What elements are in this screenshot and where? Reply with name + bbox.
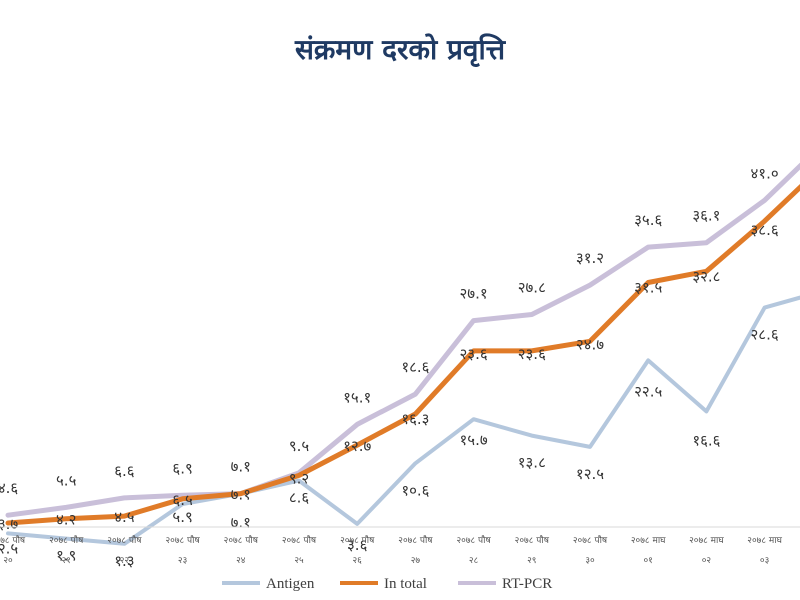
data-label: १.९ — [56, 547, 76, 565]
data-label: ४.२ — [56, 511, 76, 529]
x-tick-label-day: २० — [3, 556, 13, 566]
series-line-in-total — [5, 184, 800, 526]
data-label: ४१.० — [751, 164, 779, 182]
x-tick-label: २०७८ पौष — [398, 534, 433, 546]
x-tick-label: २०७८ पौष — [573, 534, 608, 546]
data-label: ३.७ — [0, 515, 18, 533]
x-tick-label: २०७८ पौष — [107, 534, 142, 546]
x-tick-label-day: ०३ — [760, 556, 769, 566]
data-label: ७.१ — [231, 486, 251, 504]
data-label: १२.७ — [343, 437, 371, 455]
data-label: २३.६ — [460, 345, 488, 363]
data-label: ७.१ — [231, 514, 251, 532]
data-label: ३२.८ — [692, 267, 720, 285]
x-tick-label: २०७८ पौष — [49, 534, 84, 546]
data-label: ५.९ — [172, 508, 192, 526]
x-tick-label: २०७८ माघ — [689, 536, 724, 546]
data-label: २७.१ — [460, 285, 488, 303]
data-label: १२.५ — [576, 465, 604, 483]
data-label: ३१.५ — [634, 279, 662, 297]
x-tick-label-day: २४ — [236, 556, 246, 566]
chart-title: संक्रमण दरको प्रवृत्ति — [294, 33, 506, 66]
x-tick-label-day: २५ — [294, 556, 304, 566]
data-label: ४.६ — [0, 479, 18, 497]
data-label: ३१.२ — [576, 249, 604, 267]
data-label: ७.१ — [231, 458, 251, 476]
data-label: ३५.६ — [634, 211, 662, 229]
data-label: १८.६ — [401, 358, 429, 376]
x-tick-label-day: २९ — [527, 556, 536, 566]
data-label: ९.२ — [289, 469, 309, 487]
data-label: ४.५ — [114, 508, 135, 526]
data-label: २८.६ — [751, 326, 779, 344]
data-label: २.५ — [0, 539, 18, 557]
data-label: १५.१ — [343, 388, 371, 406]
data-label: ५.५ — [56, 471, 77, 489]
data-label: १३.८ — [518, 454, 546, 472]
x-tick-label-day: २७ — [411, 556, 421, 566]
legend-label: In total — [384, 576, 427, 592]
data-label: ३.६ — [347, 536, 368, 554]
x-tick-label-day: २१ — [62, 556, 71, 566]
data-label: ९.५ — [289, 437, 310, 455]
data-label: १५.७ — [460, 431, 488, 449]
legend-label: Antigen — [266, 576, 315, 592]
x-tick-label-day: ०१ — [644, 556, 653, 566]
data-label: १६.३ — [401, 410, 429, 428]
data-label: २३.६ — [518, 345, 546, 363]
data-label: ६.९ — [172, 459, 192, 477]
series-line-antigen — [6, 295, 800, 546]
x-tick-label: २०७८ माघ — [747, 536, 782, 546]
data-label: १.३ — [114, 552, 134, 570]
x-tick-label: २०७८ माघ — [631, 536, 666, 546]
data-label: ६.५ — [172, 491, 193, 509]
x-tick-label-day: ०२ — [702, 556, 712, 566]
data-label: २४.७ — [576, 335, 604, 353]
data-label: ८.६ — [289, 489, 310, 507]
x-tick-label: २०७८ पौष — [456, 534, 491, 546]
data-label: ३६.१ — [692, 207, 720, 225]
x-axis: २०७८ पौष २० २०७८ पौष २१ २०७८ पौष २२ २०७८ पौष २३… — [0, 526, 800, 566]
data-label: १०.६ — [401, 481, 429, 499]
x-tick-label-day: २६ — [353, 556, 363, 566]
x-tick-label-day: २८ — [469, 556, 479, 566]
x-tick-label-day: २२ — [120, 556, 130, 566]
series-line-rt-pcr — [5, 162, 800, 518]
legend-label: RT-PCR — [502, 576, 552, 592]
x-tick-label: २०७८ पौष — [165, 534, 200, 546]
x-tick-label: २०७८ पौष — [515, 534, 550, 546]
plot-area: २.५ १.९ १.३ ५.९ ७.१ ८.६ ३.६ १०.६ १५.७ १३.८ १२.५ २२.… — [0, 162, 800, 570]
data-label: २७.८ — [518, 279, 546, 297]
x-tick-label: २०७८ पौष — [282, 534, 317, 546]
x-tick-label-day: २३ — [178, 556, 187, 566]
data-label: १६.६ — [692, 431, 720, 449]
data-label: २२.५ — [634, 382, 662, 400]
x-tick-label: २०७८ पौष — [340, 534, 375, 546]
x-tick-label-day: ३० — [585, 556, 595, 566]
data-label: ३८.६ — [751, 221, 779, 239]
x-tick-label: २०७८ पौष — [0, 534, 26, 546]
x-tick-label: २०७८ पौष — [224, 534, 259, 546]
data-label: ६.६ — [114, 462, 135, 480]
legend: Antigen In total RT-PCR — [222, 576, 552, 592]
